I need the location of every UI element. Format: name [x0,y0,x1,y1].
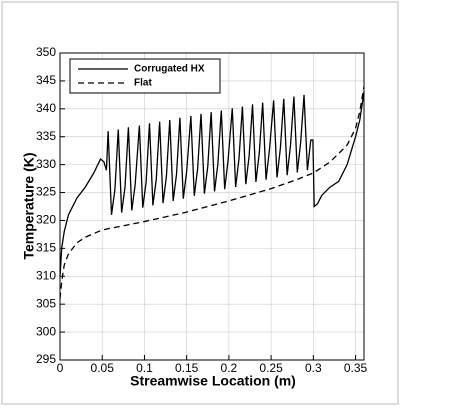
frame [1,1,399,405]
y-tick-label: 330 [36,157,56,171]
x-tick-label: 0.35 [344,361,368,375]
legend-label: Corrugated HX [134,64,205,75]
legend-label: Flat [134,78,152,89]
y-tick-label: 305 [36,296,56,310]
plot-border [59,52,365,361]
x-tick-label: 0 [57,361,64,375]
x-tick-label: 0.2 [221,361,238,375]
x-tick-label: 0.15 [175,361,199,375]
y-axis-label: Temperature (K) [21,152,37,259]
y-tick-label: 295 [36,352,56,366]
y-tick-label: 350 [36,45,56,59]
y-tick-label: 345 [36,73,56,87]
y-tick-label: 325 [36,185,56,199]
x-tick-label: 0.1 [136,361,153,375]
series-line [59,86,365,299]
legend-box [69,58,221,94]
y-tick-label: 340 [36,101,56,115]
y-tick-label: 310 [36,268,56,282]
x-tick-label: 0.25 [259,361,283,375]
x-tick-label: 0.05 [91,361,115,375]
y-tick-label: 315 [36,241,56,255]
y-tick-label: 335 [36,129,56,143]
x-tick-label: 0.3 [305,361,322,375]
series-line [59,91,365,277]
y-tick-label: 300 [36,324,56,338]
y-tick-label: 320 [36,213,56,227]
x-axis-label: Streamwise Location (m) [130,373,296,389]
